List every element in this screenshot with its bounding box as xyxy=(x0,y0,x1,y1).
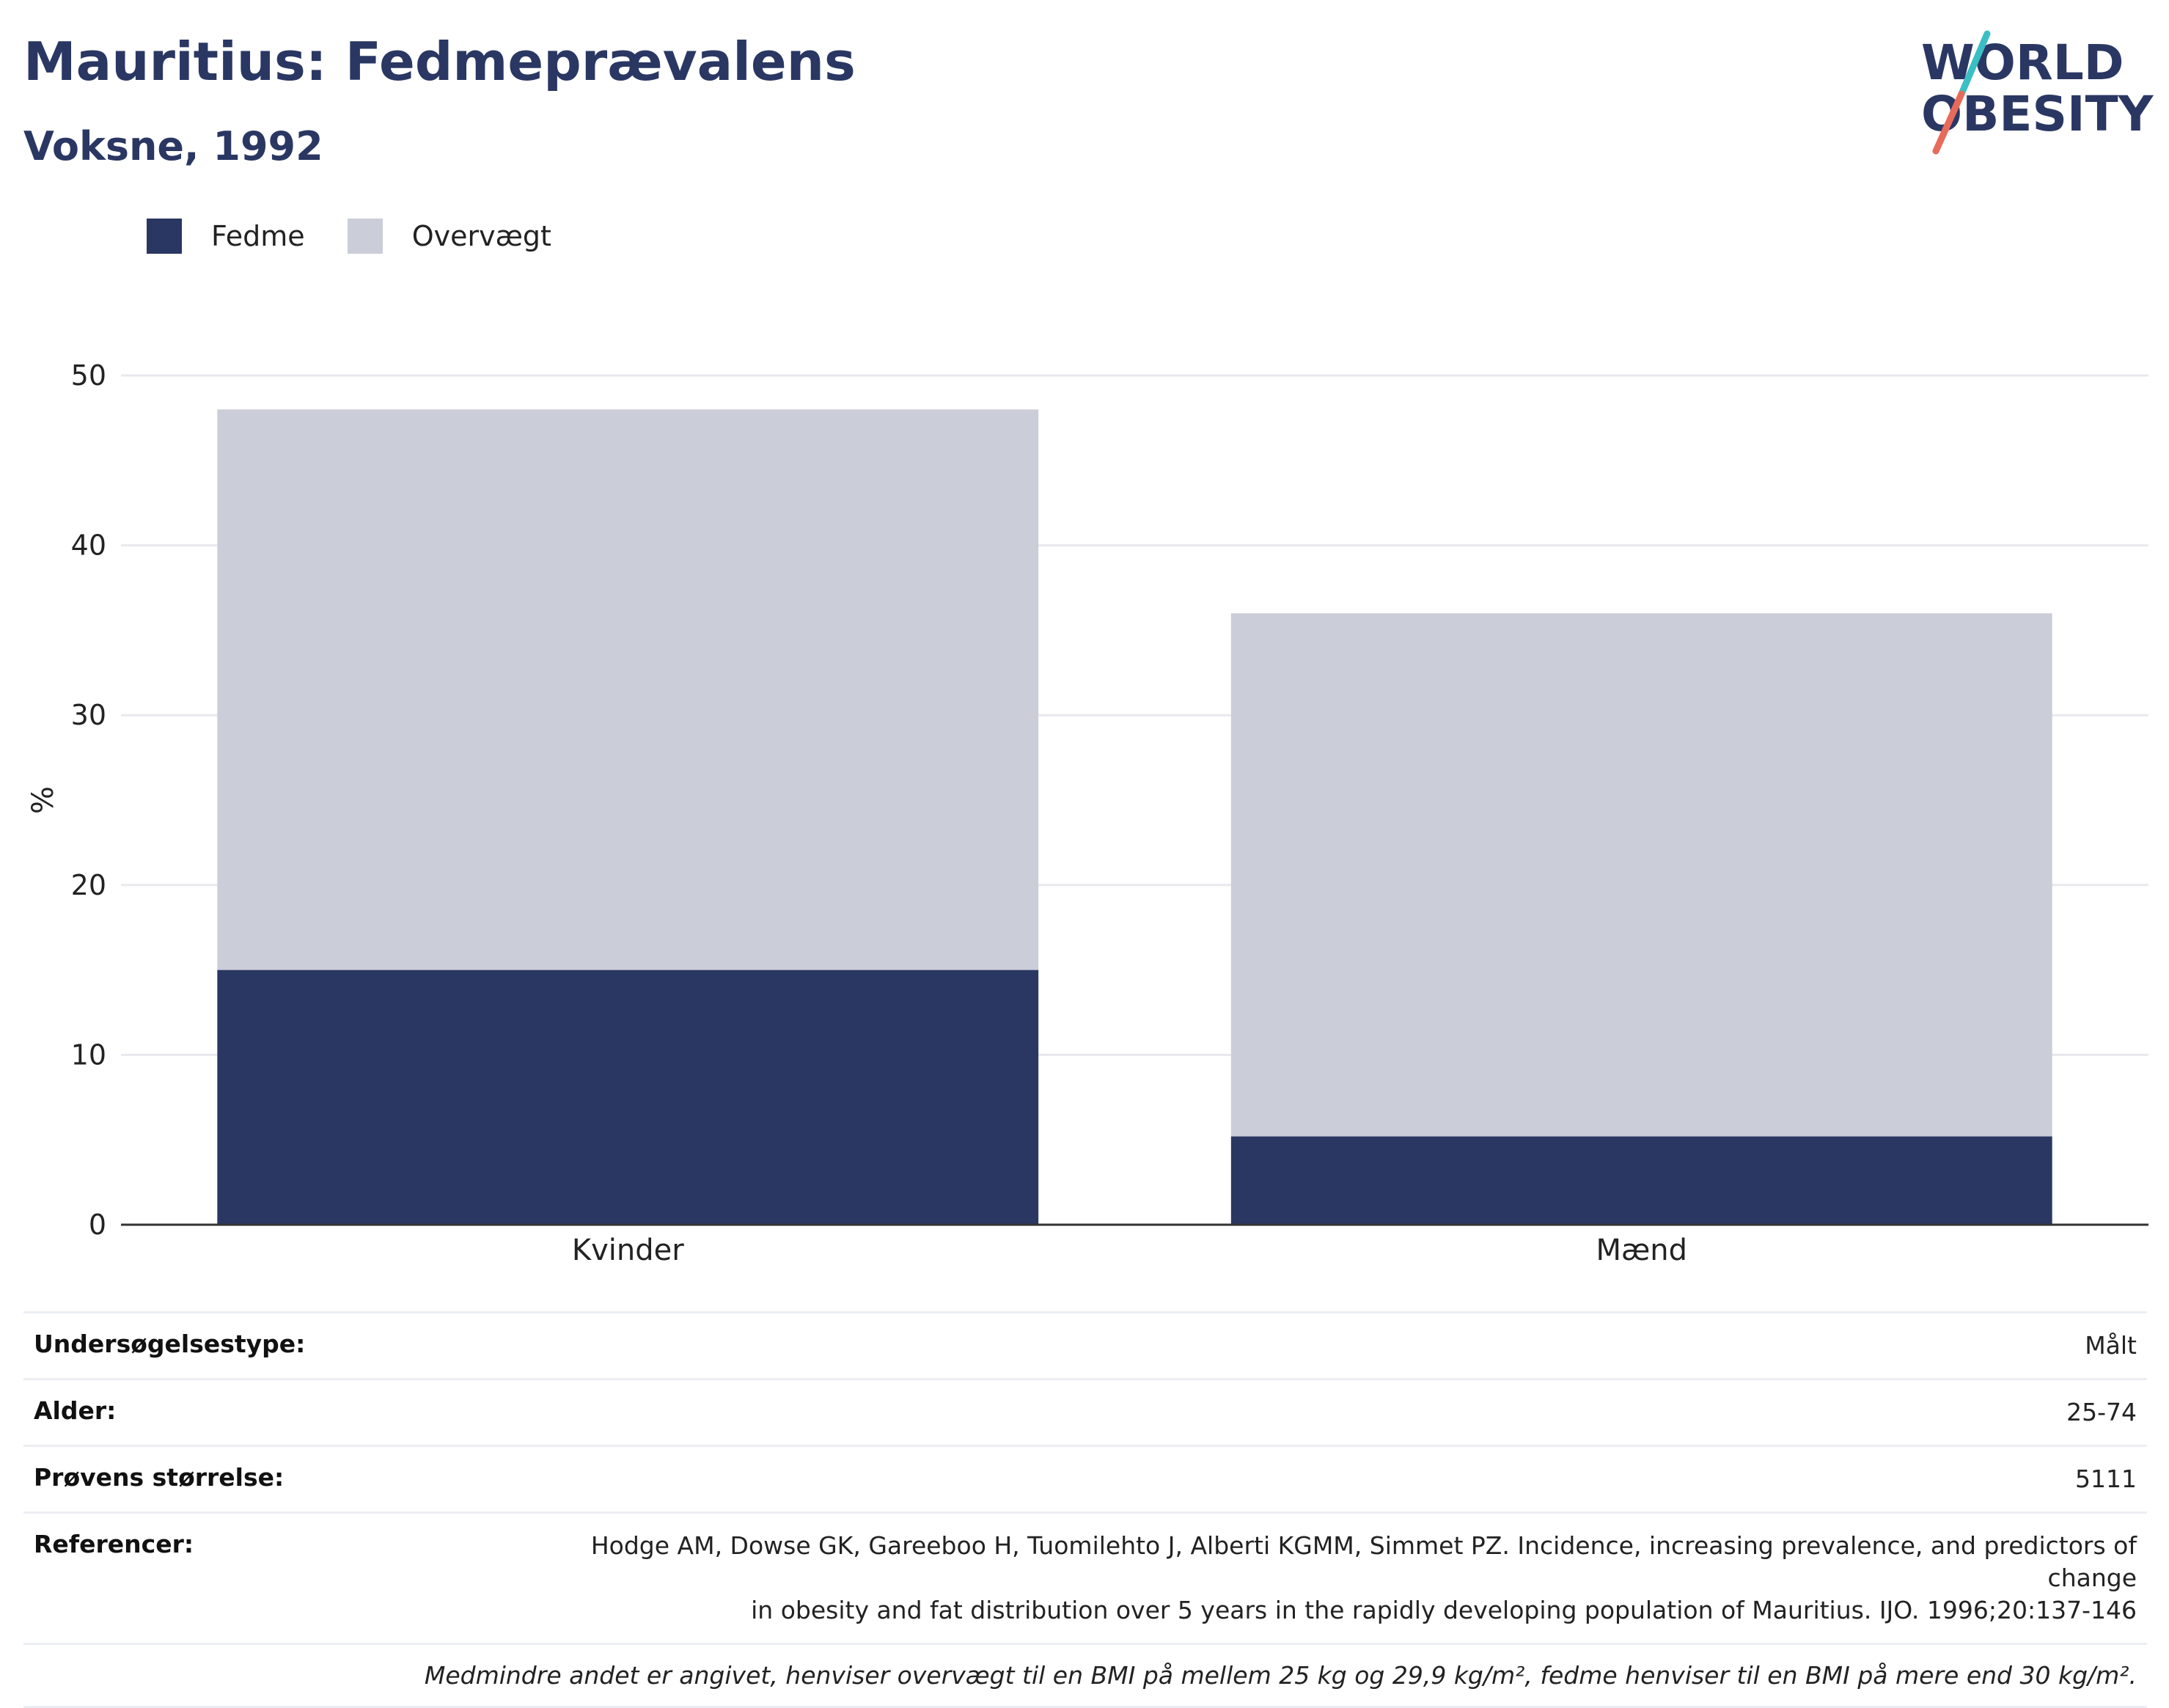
y-tick-label: 20 xyxy=(71,869,106,901)
y-tick-label: 10 xyxy=(71,1038,106,1071)
meta-value: Målt xyxy=(2085,1331,2137,1360)
y-tick-label: 30 xyxy=(71,699,106,731)
legend-label-fedme: Fedme xyxy=(211,220,305,252)
y-tick-label: 0 xyxy=(89,1209,106,1241)
legend-item-overvaegt[interactable]: Overvægt xyxy=(347,219,551,254)
definition-note: Medmindre andet er angivet, henviser ove… xyxy=(23,1643,2147,1708)
chart-title: Mauritius: Fedmeprævalens xyxy=(23,31,856,92)
bar-fedme xyxy=(1230,1136,2052,1225)
survey-info-table: Undersøgelsestype: Målt Alder: 25-74 Prø… xyxy=(23,1311,2147,1708)
reference-line-2: in obesity and fat distribution over 5 y… xyxy=(751,1596,2137,1624)
svg-text:WORLD: WORLD xyxy=(1921,34,2124,91)
world-obesity-logo: WORLD OBESITY xyxy=(1921,30,2154,155)
bar-overvaegt xyxy=(1230,613,2052,1137)
bar-overvaegt xyxy=(217,409,1039,970)
meta-row-sample-size: Prøvens størrelse: 5111 xyxy=(23,1445,2147,1511)
meta-label: Alder: xyxy=(34,1396,117,1425)
meta-label: Prøvens størrelse: xyxy=(34,1463,285,1492)
legend-label-overvaegt: Overvægt xyxy=(411,220,551,252)
x-tick-label: Mænd xyxy=(1596,1234,1687,1267)
y-tick-label: 50 xyxy=(71,359,106,392)
chart-legend: Fedme Overvægt xyxy=(147,219,594,254)
meta-label: Undersøgelsestype: xyxy=(34,1330,306,1358)
chart-subtitle: Voksne, 1992 xyxy=(23,123,323,169)
meta-row-references: Referencer: Hodge AM, Dowse GK, Gareeboo… xyxy=(23,1511,2147,1643)
meta-row-survey-type: Undersøgelsestype: Målt xyxy=(23,1311,2147,1378)
y-axis-title: % xyxy=(26,786,60,814)
reference-line-1: Hodge AM, Dowse GK, Gareeboo H, Tuomileh… xyxy=(590,1531,2137,1592)
x-tick-label: Kvinder xyxy=(572,1234,684,1267)
meta-value: 25-74 xyxy=(2066,1398,2137,1426)
legend-swatch-overvaegt xyxy=(347,219,383,254)
svg-text:OBESITY: OBESITY xyxy=(1921,86,2154,142)
meta-value: 5111 xyxy=(2075,1465,2137,1493)
meta-label: Referencer: xyxy=(34,1530,194,1558)
meta-row-age: Alder: 25-74 xyxy=(23,1378,2147,1445)
bar-fedme xyxy=(217,970,1039,1225)
legend-item-fedme[interactable]: Fedme xyxy=(147,219,305,254)
legend-swatch-fedme xyxy=(147,219,182,254)
meta-value-references: Hodge AM, Dowse GK, Gareeboo H, Tuomileh… xyxy=(524,1530,2137,1627)
stacked-bar-chart: 0 10 20 30 40 50% Kvinder Mænd xyxy=(26,359,2148,1267)
y-tick-label: 40 xyxy=(71,529,106,562)
